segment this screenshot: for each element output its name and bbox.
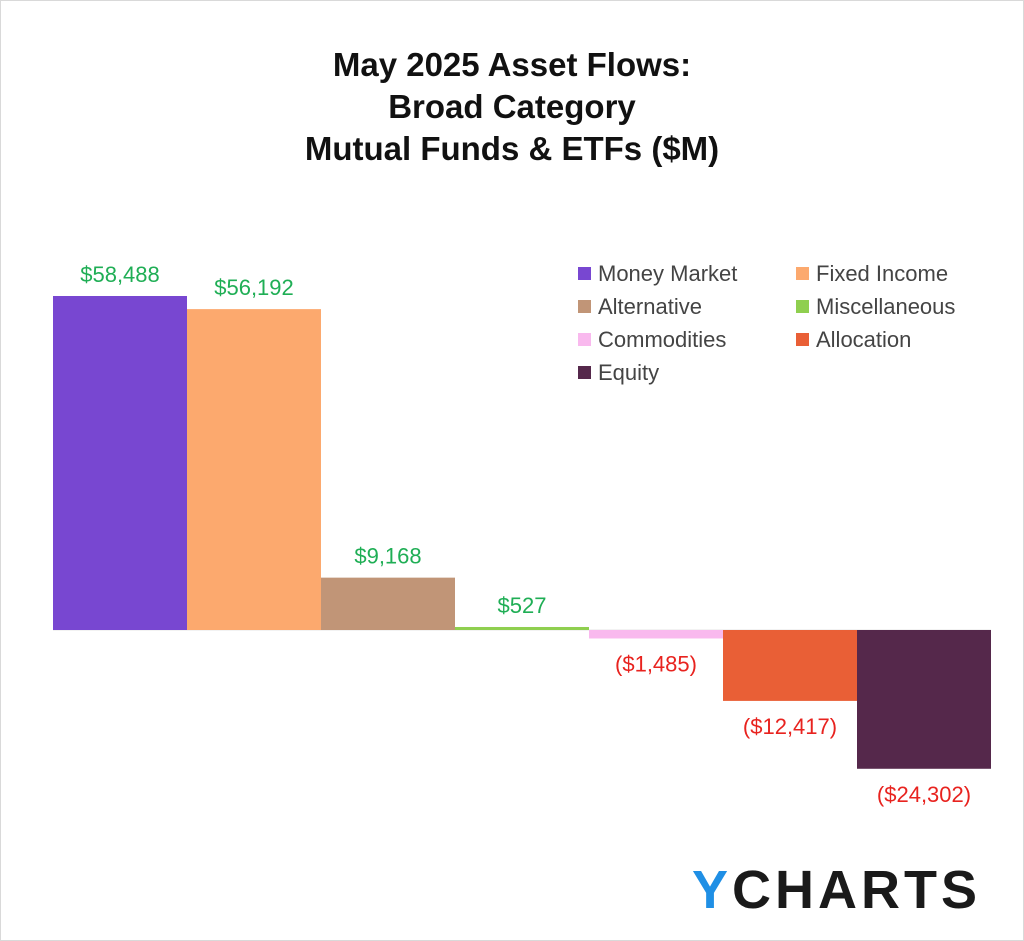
chart-title-line-3: Mutual Funds & ETFs ($M) <box>304 130 720 167</box>
legend-swatch <box>578 366 591 379</box>
legend-label: Fixed Income <box>816 260 949 286</box>
data-label-miscellaneous: $527 <box>498 593 547 618</box>
legend-label: Money Market <box>598 260 738 286</box>
legend-label: Equity <box>598 359 660 385</box>
legend-swatch <box>578 333 591 346</box>
data-label-fixed-income: $56,192 <box>214 275 294 300</box>
data-label-money-market: $58,488 <box>80 262 160 287</box>
legend-label: Allocation <box>816 326 912 352</box>
data-label-commodities: ($1,485) <box>615 651 697 676</box>
bar-alternative <box>321 577 455 630</box>
legend-swatch <box>796 300 809 313</box>
data-label-equity: ($24,302) <box>877 782 971 807</box>
legend-item-money-market: Money Market <box>578 260 796 287</box>
chart-legend: Money Market Fixed Income Alternative Misce… <box>578 260 998 386</box>
logo-text: CHARTS <box>732 860 982 920</box>
legend-item-allocation: Allocation <box>796 326 996 353</box>
chart-title-line-2: Broad Category <box>388 88 636 125</box>
ycharts-logo: YCHARTS <box>692 860 981 920</box>
legend-item-miscellaneous: Miscellaneous <box>796 293 996 320</box>
legend-swatch <box>578 300 591 313</box>
legend-label: Miscellaneous <box>816 293 956 319</box>
bar-miscellaneous <box>455 626 589 630</box>
bar-equity <box>857 630 991 769</box>
bar-commodities <box>589 630 723 639</box>
legend-item-commodities: Commodities <box>578 326 796 353</box>
legend-item-alternative: Alternative <box>578 293 796 320</box>
bar-allocation <box>723 630 857 701</box>
legend-label: Commodities <box>598 326 727 352</box>
chart-title: May 2025 Asset Flows: Broad Category Mut… <box>0 44 1024 170</box>
data-label-allocation: ($12,417) <box>743 714 837 739</box>
legend-item-equity: Equity <box>578 359 796 386</box>
logo-y: Y <box>692 860 733 920</box>
legend-swatch <box>578 267 591 280</box>
chart-title-line-1: May 2025 Asset Flows: <box>332 46 692 83</box>
bar-money-market <box>53 296 187 630</box>
legend-swatch <box>796 267 809 280</box>
data-label-alternative: $9,168 <box>354 544 421 569</box>
legend-swatch <box>796 333 809 346</box>
bar-fixed-income <box>187 309 321 630</box>
legend-item-fixed-income: Fixed Income <box>796 260 996 287</box>
legend-label: Alternative <box>598 293 702 319</box>
